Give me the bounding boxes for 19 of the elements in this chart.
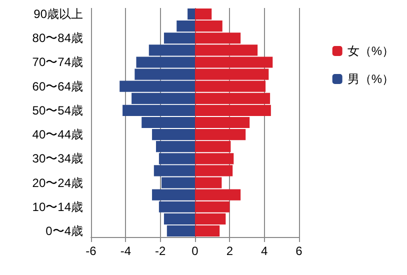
y-tick-label: 10〜14歳	[32, 200, 83, 214]
y-tick-label: 0〜4歳	[46, 224, 83, 238]
x-tick-label: 4	[260, 244, 268, 258]
x-tick-label: -6	[86, 244, 97, 258]
y-tick-label: 50〜54歳	[32, 103, 83, 118]
x-tick-label: 0	[192, 244, 199, 258]
y-tick-label: 70〜74歳	[32, 55, 83, 70]
y-tick-label: 30〜34歳	[32, 152, 83, 166]
x-tick-label: 2	[226, 244, 234, 258]
x-tick-label: -2	[154, 244, 166, 258]
x-tick-label: -4	[120, 244, 132, 258]
y-tick-label: 20〜24歳	[32, 176, 83, 190]
legend-label: 女（%）	[347, 44, 394, 58]
y-tick-label: 90歳以上	[34, 7, 83, 22]
y-tick-label: 40〜44歳	[32, 128, 83, 142]
y-tick-label: 60〜64歳	[32, 79, 83, 94]
legend-label: 男（%）	[347, 72, 394, 86]
y-tick-label: 80〜84歳	[32, 31, 83, 46]
x-tick-label: 6	[296, 244, 303, 258]
